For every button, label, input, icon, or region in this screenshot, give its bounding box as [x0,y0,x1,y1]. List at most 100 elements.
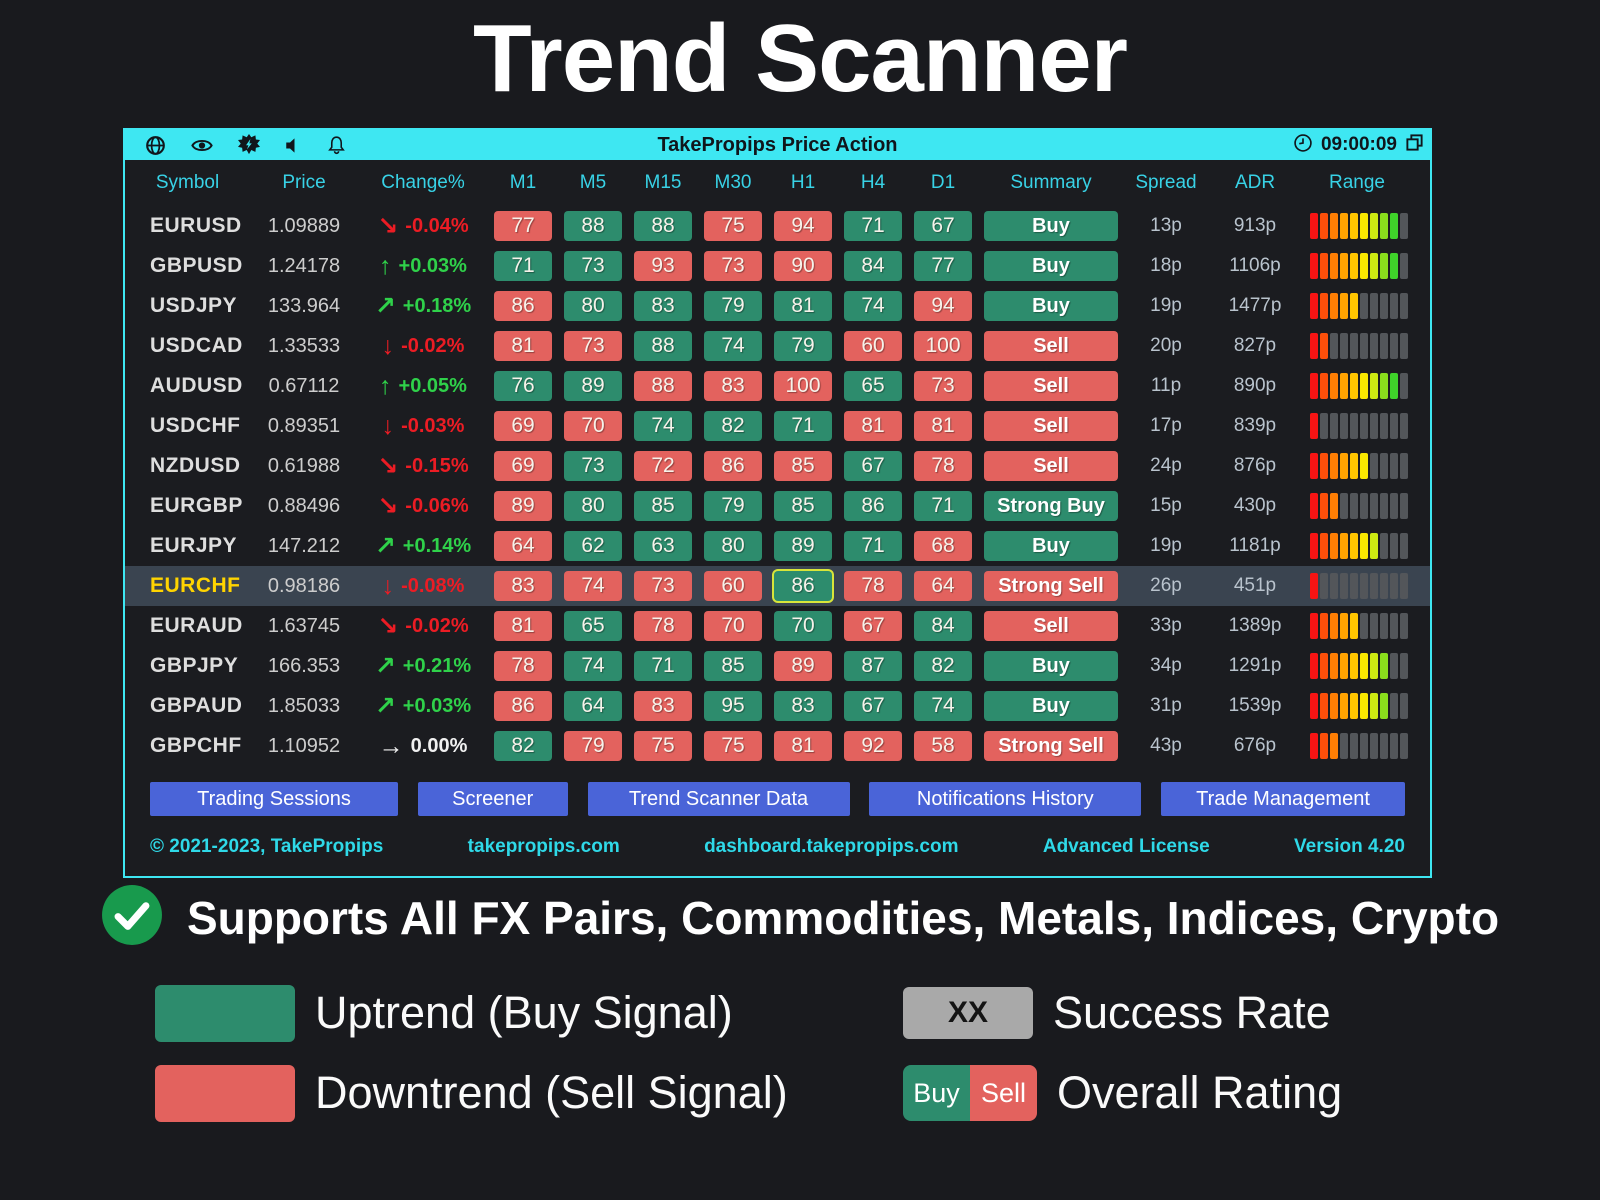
timeframe-cell-audusd-h1[interactable]: 100 [774,371,832,401]
summary-button-gbpusd[interactable]: Buy [984,251,1118,281]
timeframe-cell-gbpchf-m30[interactable]: 75 [704,731,762,761]
timeframe-cell-usdjpy-h4[interactable]: 74 [844,291,902,321]
timeframe-cell-audusd-m1[interactable]: 76 [494,371,552,401]
table-row-usdchf[interactable]: USDCHF 0.89351 ↓ -0.03% 69 70 74 82 71 81 81 Sell 17… [125,406,1430,446]
timeframe-cell-eurusd-m30[interactable]: 75 [704,211,762,241]
summary-button-eurjpy[interactable]: Buy [984,531,1118,561]
timeframe-cell-euraud-m15[interactable]: 78 [634,611,692,641]
timeframe-cell-nzdusd-m5[interactable]: 73 [564,451,622,481]
speaker-icon[interactable] [284,135,302,156]
timeframe-cell-euraud-m5[interactable]: 65 [564,611,622,641]
timeframe-cell-audusd-m15[interactable]: 88 [634,371,692,401]
timeframe-cell-gbpjpy-m30[interactable]: 85 [704,651,762,681]
timeframe-cell-eurusd-d1[interactable]: 67 [914,211,972,241]
timeframe-cell-audusd-d1[interactable]: 73 [914,371,972,401]
restore-window-icon[interactable] [1405,133,1424,157]
timeframe-cell-gbpaud-d1[interactable]: 74 [914,691,972,721]
table-row-euraud[interactable]: EURAUD 1.63745 ↘ -0.02% 81 65 78 70 70 67 84 Sell 33… [125,606,1430,646]
summary-button-audusd[interactable]: Sell [984,371,1118,401]
timeframe-cell-gbpjpy-h1[interactable]: 89 [774,651,832,681]
summary-button-eurusd[interactable]: Buy [984,211,1118,241]
timeframe-cell-eurusd-m5[interactable]: 88 [564,211,622,241]
timeframe-cell-gbpaud-m5[interactable]: 64 [564,691,622,721]
timeframe-cell-eurjpy-h1[interactable]: 89 [774,531,832,561]
timeframe-cell-usdchf-h1[interactable]: 71 [774,411,832,441]
timeframe-cell-usdjpy-d1[interactable]: 94 [914,291,972,321]
timeframe-cell-usdchf-m15[interactable]: 74 [634,411,692,441]
timeframe-cell-gbpchf-m15[interactable]: 75 [634,731,692,761]
timeframe-cell-audusd-m5[interactable]: 89 [564,371,622,401]
timeframe-cell-usdchf-d1[interactable]: 81 [914,411,972,441]
timeframe-cell-nzdusd-d1[interactable]: 78 [914,451,972,481]
timeframe-cell-usdjpy-m5[interactable]: 80 [564,291,622,321]
timeframe-cell-gbpchf-h1[interactable]: 81 [774,731,832,761]
button-trend-scanner-data[interactable]: Trend Scanner Data [587,782,850,816]
timeframe-cell-usdcad-m15[interactable]: 88 [634,331,692,361]
footer-takepropips-com[interactable]: takepropips.com [467,836,620,857]
table-row-eurjpy[interactable]: EURJPY 147.212 ↗ +0.14% 64 62 63 80 89 71 68 Buy 19p… [125,526,1430,566]
timeframe-cell-audusd-m30[interactable]: 83 [704,371,762,401]
timeframe-cell-gbpchf-d1[interactable]: 58 [914,731,972,761]
timeframe-cell-eurjpy-m15[interactable]: 63 [634,531,692,561]
eye-icon[interactable] [190,135,214,156]
timeframe-cell-nzdusd-m15[interactable]: 72 [634,451,692,481]
timeframe-cell-gbpusd-m30[interactable]: 73 [704,251,762,281]
timeframe-cell-eurchf-d1[interactable]: 64 [914,571,972,601]
timeframe-cell-gbpjpy-m1[interactable]: 78 [494,651,552,681]
timeframe-cell-gbpchf-m1[interactable]: 82 [494,731,552,761]
table-row-gbpjpy[interactable]: GBPJPY 166.353 ↗ +0.21% 78 74 71 85 89 87 82 Buy 34p… [125,646,1430,686]
table-row-usdjpy[interactable]: USDJPY 133.964 ↗ +0.18% 86 80 83 79 81 74 94 Buy 19p… [125,286,1430,326]
timeframe-cell-eurgbp-m30[interactable]: 79 [704,491,762,521]
timeframe-cell-gbpjpy-h4[interactable]: 87 [844,651,902,681]
button-trade-management[interactable]: Trade Management [1161,782,1405,816]
timeframe-cell-gbpusd-h4[interactable]: 84 [844,251,902,281]
timeframe-cell-gbpaud-h4[interactable]: 67 [844,691,902,721]
bell-icon[interactable] [326,135,347,156]
timeframe-cell-euraud-h4[interactable]: 67 [844,611,902,641]
summary-button-usdchf[interactable]: Sell [984,411,1118,441]
timeframe-cell-nzdusd-m1[interactable]: 69 [494,451,552,481]
timeframe-cell-usdchf-m5[interactable]: 70 [564,411,622,441]
flash-icon[interactable] [238,134,260,156]
timeframe-cell-eurjpy-m5[interactable]: 62 [564,531,622,561]
timeframe-cell-eurusd-h4[interactable]: 71 [844,211,902,241]
timeframe-cell-usdchf-h4[interactable]: 81 [844,411,902,441]
timeframe-cell-usdcad-m5[interactable]: 73 [564,331,622,361]
timeframe-cell-usdjpy-h1[interactable]: 81 [774,291,832,321]
timeframe-cell-usdjpy-m15[interactable]: 83 [634,291,692,321]
timeframe-cell-euraud-m30[interactable]: 70 [704,611,762,641]
timeframe-cell-usdjpy-m1[interactable]: 86 [494,291,552,321]
timeframe-cell-usdcad-m30[interactable]: 74 [704,331,762,361]
timeframe-cell-eurgbp-m5[interactable]: 80 [564,491,622,521]
timeframe-cell-eurusd-h1[interactable]: 94 [774,211,832,241]
timeframe-cell-euraud-m1[interactable]: 81 [494,611,552,641]
timeframe-cell-eurjpy-m1[interactable]: 64 [494,531,552,561]
timeframe-cell-gbpusd-d1[interactable]: 77 [914,251,972,281]
timeframe-cell-eurjpy-m30[interactable]: 80 [704,531,762,561]
timeframe-cell-eurgbp-d1[interactable]: 71 [914,491,972,521]
timeframe-cell-gbpjpy-m15[interactable]: 71 [634,651,692,681]
timeframe-cell-usdcad-d1[interactable]: 100 [914,331,972,361]
timeframe-cell-eurchf-m15[interactable]: 73 [634,571,692,601]
timeframe-cell-euraud-h1[interactable]: 70 [774,611,832,641]
timeframe-cell-eurchf-m5[interactable]: 74 [564,571,622,601]
timeframe-cell-eurgbp-m1[interactable]: 89 [494,491,552,521]
summary-button-gbpchf[interactable]: Strong Sell [984,731,1118,761]
timeframe-cell-euraud-d1[interactable]: 84 [914,611,972,641]
table-row-eurgbp[interactable]: EURGBP 0.88496 ↘ -0.06% 89 80 85 79 85 86 71 Strong… [125,486,1430,526]
button-trading-sessions[interactable]: Trading Sessions [150,782,398,816]
timeframe-cell-gbpusd-m15[interactable]: 93 [634,251,692,281]
summary-button-nzdusd[interactable]: Sell [984,451,1118,481]
timeframe-cell-gbpchf-h4[interactable]: 92 [844,731,902,761]
summary-button-eurgbp[interactable]: Strong Buy [984,491,1118,521]
timeframe-cell-gbpaud-m15[interactable]: 83 [634,691,692,721]
timeframe-cell-usdchf-m30[interactable]: 82 [704,411,762,441]
table-row-gbpchf[interactable]: GBPCHF 1.10952 → 0.00% 82 79 75 75 81 92 58 Strong … [125,726,1430,766]
timeframe-cell-gbpusd-h1[interactable]: 90 [774,251,832,281]
timeframe-cell-eurchf-h4[interactable]: 78 [844,571,902,601]
timeframe-cell-audusd-h4[interactable]: 65 [844,371,902,401]
timeframe-cell-gbpjpy-d1[interactable]: 82 [914,651,972,681]
timeframe-cell-nzdusd-h1[interactable]: 85 [774,451,832,481]
table-row-nzdusd[interactable]: NZDUSD 0.61988 ↘ -0.15% 69 73 72 86 85 67 78 Sell 24… [125,446,1430,486]
timeframe-cell-usdchf-m1[interactable]: 69 [494,411,552,441]
